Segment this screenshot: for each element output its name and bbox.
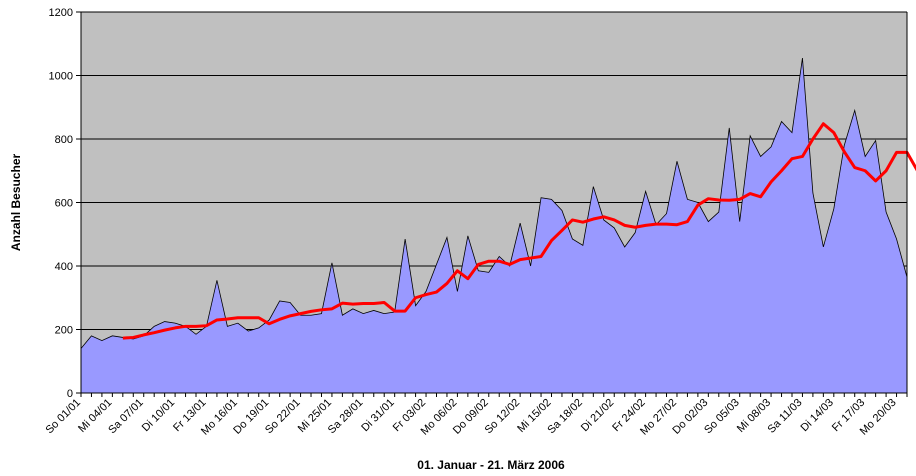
y-axis-label: Anzahl Besucher: [9, 153, 23, 251]
x-tick-label: Di 31/01: [359, 397, 396, 434]
y-tick-label: 0: [67, 388, 73, 400]
moving-average-line: [122, 122, 916, 340]
x-tick-label: So 05/03: [702, 397, 742, 437]
x-tick-label: So 01/01: [43, 397, 83, 437]
x-tick-label: So 12/02: [483, 397, 523, 437]
x-tick-label: Di 10/01: [140, 397, 177, 434]
y-tick-labels: 0 200 400 600 800 1000 1200: [49, 7, 73, 400]
x-tick-label: Sa 18/02: [545, 397, 585, 437]
y-tick-label: 600: [55, 198, 73, 210]
x-tick-label: Sa 11/03: [766, 397, 805, 436]
y-tick-label: 800: [55, 134, 73, 146]
axes: [80, 11, 908, 394]
x-tick-label: Sa 07/01: [106, 397, 146, 437]
y-tick-label: 200: [55, 325, 73, 337]
y-tick-label: 1200: [49, 7, 73, 19]
visitor-area: [80, 57, 908, 394]
x-tick-label: Di 21/02: [579, 397, 616, 434]
x-tick-label: Sa 28/01: [326, 397, 366, 437]
x-tick-label: Di 14/03: [798, 397, 835, 434]
x-axis-label: 01. Januar - 21. März 2006: [417, 458, 565, 472]
x-tick-label: So 22/01: [263, 397, 303, 437]
y-tick-label: 1000: [49, 71, 73, 83]
y-tick-label: 400: [55, 261, 73, 273]
